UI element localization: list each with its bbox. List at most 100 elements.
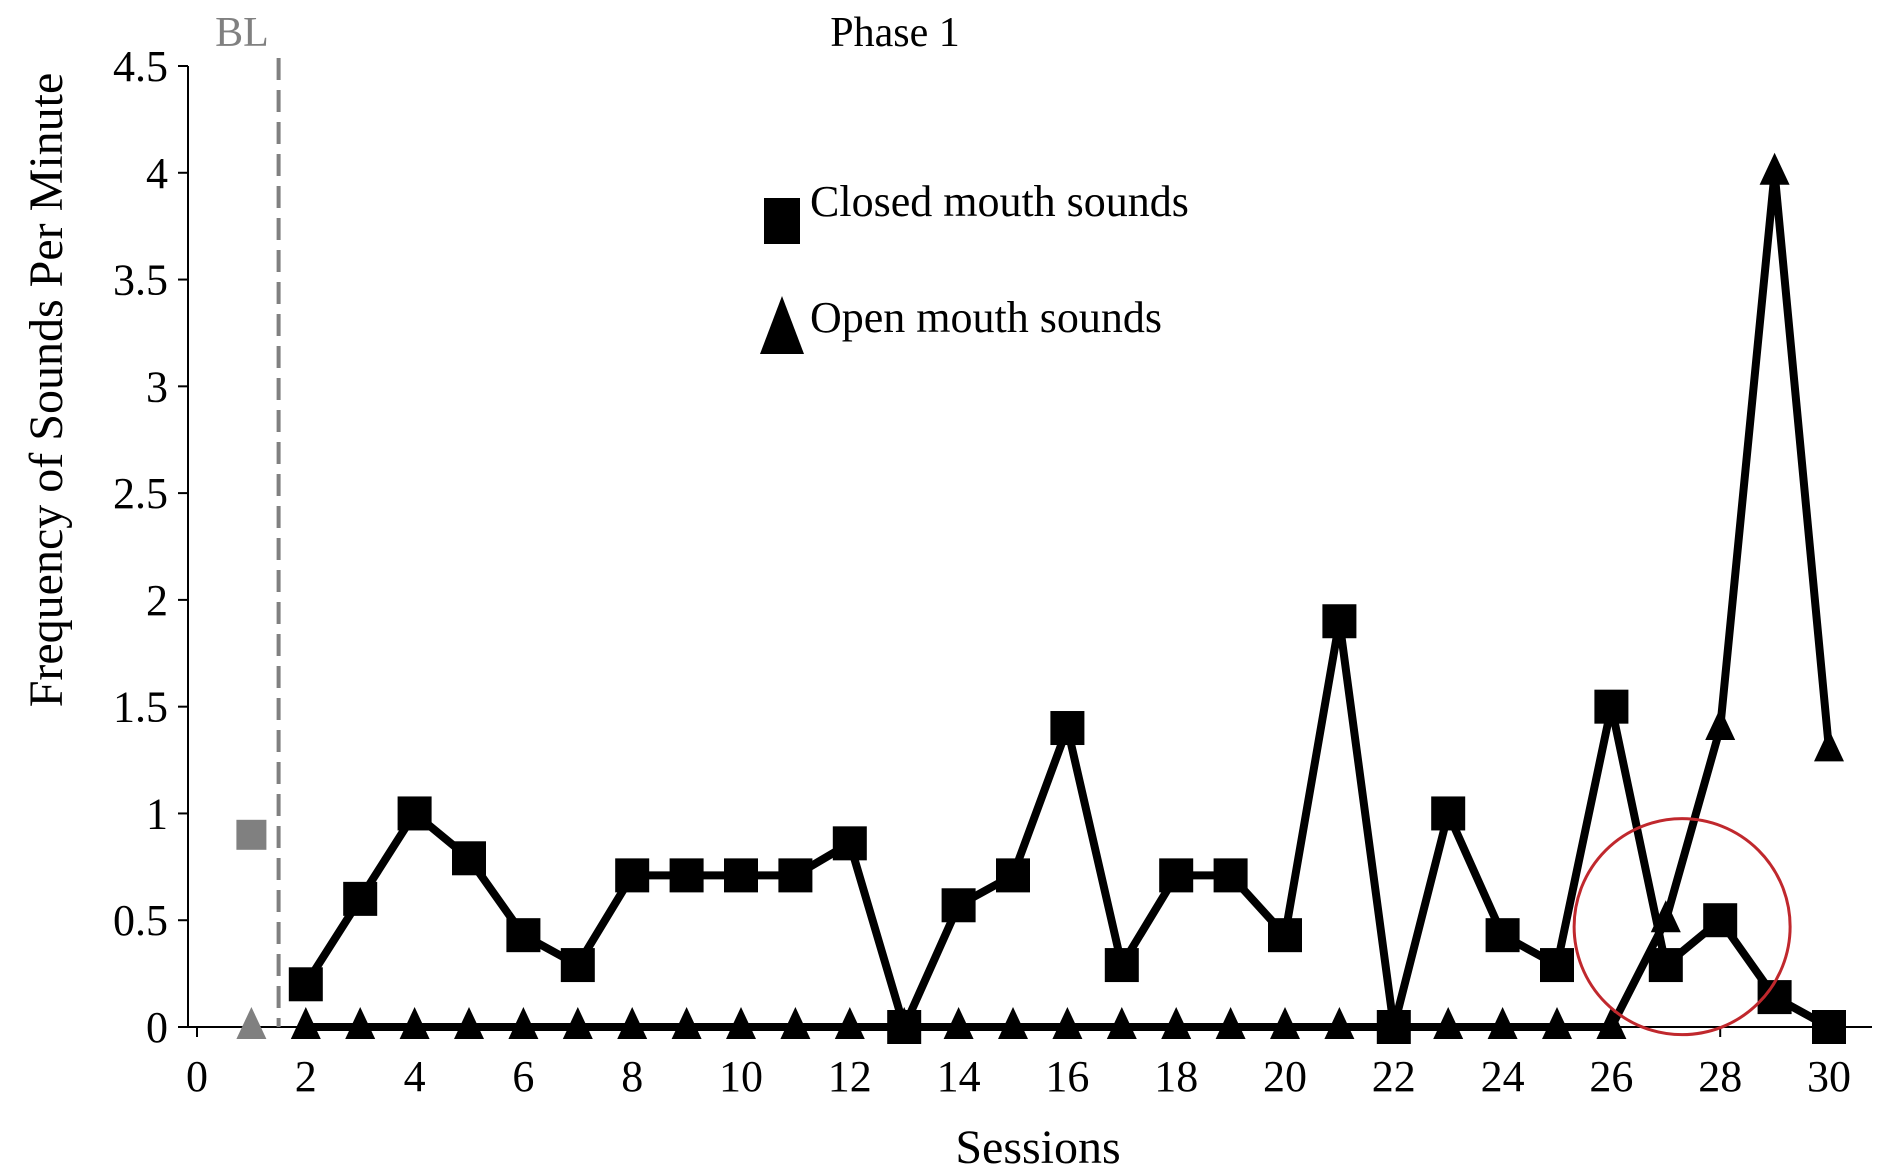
closed-mouth-point [778,858,813,893]
highlight-circle [1572,817,1792,1037]
open-mouth-point [1487,1007,1518,1039]
open-mouth-point [617,1007,648,1039]
closed-mouth-point [1540,948,1574,983]
closed-mouth-point [1050,711,1085,746]
open-mouth-point [943,1007,974,1039]
x-axis-title: Sessions [955,1121,1120,1172]
closed-mouth-point [452,841,486,876]
y-tick-label: 2.5 [113,469,168,518]
y-tick-label: 1 [146,789,168,838]
closed-mouth-point [1431,796,1466,831]
closed-mouth-point [1268,918,1302,953]
y-axis-ticks: 0 0.5 1 1.5 2 2.5 3 3.5 4 4.5 [113,42,188,1052]
legend-label-open-mouth: Open mouth sounds [810,293,1162,342]
legend-triangle-marker [760,296,804,354]
open-mouth-point [508,1007,539,1039]
x-tick-label: 26 [1589,1052,1633,1101]
x-tick-label: 20 [1263,1052,1307,1101]
closed-mouth-point [941,888,976,923]
x-tick-label: 28 [1698,1052,1742,1101]
open-mouth-point [1324,1007,1355,1039]
open-mouth-point [834,1007,865,1039]
baseline-phase-label: BL [215,10,269,56]
closed-mouth-point [1812,1010,1846,1044]
closed-mouth-point [1213,858,1248,893]
closed-mouth-point [615,858,650,893]
open-mouth-point [1270,1007,1300,1039]
open-mouth-point [1052,1007,1083,1039]
closed-mouth-point [1159,858,1194,893]
x-tick-label: 6 [512,1052,534,1101]
baseline-open-mouth-point [236,1007,267,1039]
x-tick-label: 16 [1045,1052,1089,1101]
legend-square-marker [764,198,800,244]
closed-mouth-point [397,796,432,831]
closed-mouth-point [887,1010,922,1044]
legend: Closed mouth sounds Open mouth sounds [760,177,1189,354]
closed-mouth-point [996,858,1030,893]
closed-mouth-point [724,858,758,893]
open-mouth-point [1106,1007,1137,1039]
open-mouth-point [780,1007,811,1039]
closed-mouth-point [1104,948,1139,983]
x-tick-label: 22 [1372,1052,1416,1101]
series-markers [288,152,1846,1044]
open-mouth-point [399,1007,430,1039]
closed-mouth-point [560,948,595,983]
x-tick-label: 30 [1807,1052,1851,1101]
closed-mouth-point [288,967,323,1002]
open-mouth-point [671,1007,702,1039]
y-tick-label: 0 [146,1003,168,1052]
closed-mouth-point [1648,948,1683,983]
closed-mouth-line [302,620,1831,1039]
phase-1-label: Phase 1 [830,10,960,56]
open-mouth-point [726,1007,756,1039]
open-mouth-point [1759,152,1790,185]
open-mouth-point [1814,729,1844,762]
open-mouth-point [1215,1007,1246,1039]
open-mouth-point [290,1007,321,1039]
open-mouth-point [454,1007,484,1039]
x-tick-label: 4 [404,1052,426,1101]
closed-mouth-point [1703,903,1738,938]
y-tick-label: 4.5 [113,42,168,91]
x-tick-label: 12 [828,1052,872,1101]
open-mouth-point [562,1007,593,1039]
y-tick-label: 3 [146,362,168,411]
open-mouth-point [1596,1007,1627,1039]
open-mouth-point [1433,1007,1464,1039]
open-mouth-point [1161,1007,1192,1039]
x-tick-label: 2 [295,1052,317,1101]
legend-label-closed-mouth: Closed mouth sounds [810,177,1189,226]
baseline-closed-mouth-point [236,819,267,850]
closed-mouth-point [1594,689,1629,724]
y-tick-label: 1.5 [113,683,168,732]
open-mouth-point [1542,1007,1572,1039]
closed-mouth-point [669,858,704,893]
y-tick-label: 0.5 [113,896,168,945]
x-tick-label: 24 [1481,1052,1525,1101]
baseline-markers [236,819,267,1039]
closed-mouth-point [506,918,541,953]
open-mouth-point [1650,900,1681,933]
x-tick-label: 18 [1154,1052,1198,1101]
x-tick-label: 8 [621,1052,643,1101]
x-tick-label: 0 [186,1052,208,1101]
y-axis-title: Frequency of Sounds Per Minute [20,73,73,708]
closed-mouth-point [832,826,867,861]
x-axis-ticks: 0 2 4 6 8 10 12 14 16 18 20 22 24 26 28 30 [186,1027,1851,1101]
x-tick-label: 10 [719,1052,763,1101]
y-tick-label: 2 [146,576,168,625]
open-mouth-point [345,1007,376,1039]
closed-mouth-point [1376,1010,1411,1044]
closed-mouth-point [1485,918,1520,953]
open-mouth-point [998,1007,1028,1039]
x-tick-label: 14 [937,1052,981,1101]
y-tick-label: 3.5 [113,256,168,305]
closed-mouth-point [343,881,378,916]
open-mouth-point [1705,708,1736,741]
y-tick-label: 4 [146,149,168,198]
closed-mouth-point [1322,604,1357,639]
